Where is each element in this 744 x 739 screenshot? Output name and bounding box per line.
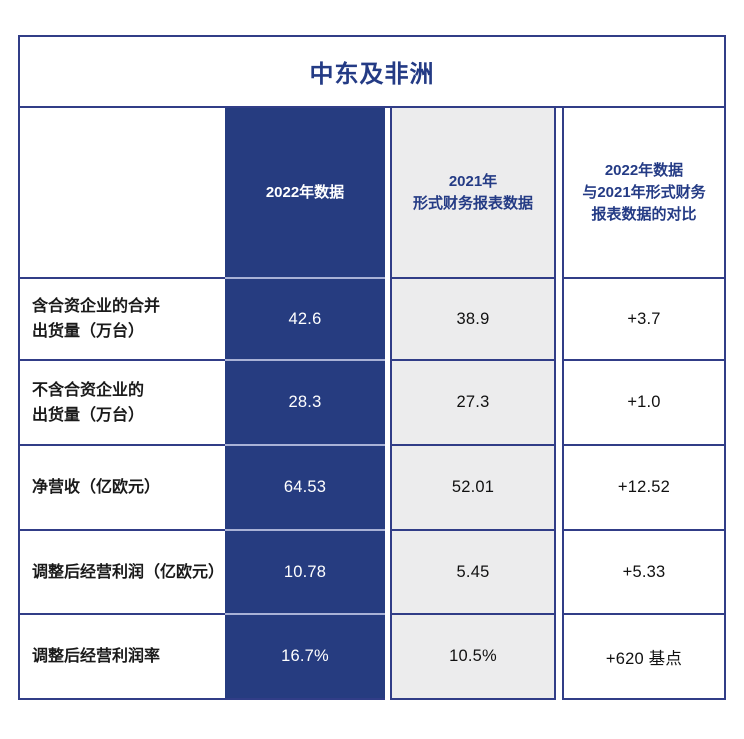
- header-2021-line: 2021年: [448, 172, 498, 190]
- value-2022: 28.3: [225, 359, 385, 444]
- header-2022-line: 2022年数据: [265, 183, 345, 201]
- region-comparison-table: 中东及非洲 2022年数据 含合资企业的合并 出货量（万台） 42.6 不含合资企业的…: [18, 35, 726, 700]
- header-delta-line: 报表数据的对比: [591, 205, 697, 223]
- header-empty-cell: [20, 108, 225, 277]
- row-label: 调整后经营利润率: [20, 613, 225, 698]
- value-delta: +620 基点: [564, 613, 724, 698]
- row-label-line: 出货量（万台）: [32, 406, 145, 424]
- table-title-box: 中东及非洲: [18, 35, 726, 108]
- row-label-line: 出货量（万台）: [32, 323, 145, 340]
- value-delta: +1.0: [564, 359, 724, 444]
- table-body: 2022年数据 含合资企业的合并 出货量（万台） 42.6 不含合资企业的 出货量（万台…: [18, 108, 726, 700]
- value-2021: 5.45: [392, 529, 554, 613]
- main-block: 2022年数据 含合资企业的合并 出货量（万台） 42.6 不含合资企业的 出货量（万台…: [18, 108, 385, 700]
- header-delta-line: 2022年数据: [604, 161, 684, 179]
- value-delta: +5.33: [564, 529, 724, 613]
- value-2021: 27.3: [392, 359, 554, 444]
- value-delta: +3.7: [564, 277, 724, 359]
- value-delta: +12.52: [564, 444, 724, 529]
- row-label-line: 调整后经营利润率: [32, 648, 161, 665]
- header-2022: 2022年数据: [225, 108, 385, 277]
- header-delta-line: 与2021年形式财务: [582, 183, 706, 201]
- value-2021: 10.5%: [392, 613, 554, 698]
- value-2022: 16.7%: [225, 613, 385, 698]
- value-2022: 10.78: [225, 529, 385, 613]
- row-label: 净营收（亿欧元）: [20, 444, 225, 529]
- row-label: 含合资企业的合并 出货量（万台）: [20, 277, 225, 359]
- row-label-line: 含合资企业的合并: [32, 298, 161, 315]
- value-2021: 38.9: [392, 277, 554, 359]
- header-2021: 2021年 形式财务报表数据: [392, 108, 554, 277]
- row-label-line: 净营收（亿欧元）: [32, 479, 161, 496]
- row-label: 不含合资企业的 出货量（万台）: [20, 359, 225, 444]
- value-2022: 64.53: [225, 444, 385, 529]
- row-label-line: 调整后经营利润（亿欧元）: [32, 563, 225, 581]
- header-2021-line: 形式财务报表数据: [412, 194, 533, 212]
- row-label: 调整后经营利润（亿欧元）: [20, 529, 225, 613]
- header-delta: 2022年数据 与2021年形式财务 报表数据的对比: [564, 108, 724, 277]
- delta-block: 2022年数据 与2021年形式财务 报表数据的对比 +3.7 +1.0 +12.5…: [562, 108, 726, 700]
- value-2022: 42.6: [225, 277, 385, 359]
- table-title: 中东及非洲: [309, 61, 435, 88]
- col2021-block: 2021年 形式财务报表数据 38.9 27.3 52.01 5.45 10.5%: [390, 108, 556, 700]
- row-label-line: 不含合资企业的: [32, 381, 145, 399]
- value-2021: 52.01: [392, 444, 554, 529]
